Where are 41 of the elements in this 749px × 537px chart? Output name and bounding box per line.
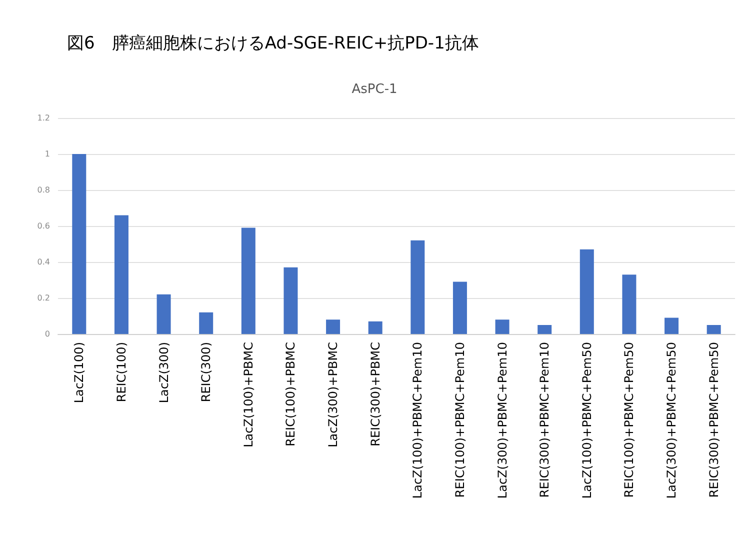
bar: [664, 318, 679, 334]
bar: [156, 294, 171, 334]
bar: [199, 312, 214, 334]
y-tick-label: 1.2: [37, 114, 50, 122]
x-tick-label: LacZ(300)+PBMC: [326, 342, 340, 448]
bar: [580, 249, 594, 334]
y-tick-label: 0.6: [37, 222, 50, 230]
x-tick-label: LacZ(100): [72, 342, 86, 404]
x-tick-label: REIC(100): [114, 342, 128, 402]
x-tick-label: REIC(300)+PBMC+Pem50: [706, 342, 721, 498]
bar: [452, 282, 467, 334]
x-tick-label: REIC(300): [199, 342, 214, 402]
y-tick-label: 0.4: [37, 258, 50, 266]
bar: [495, 320, 510, 334]
x-tick-label: LacZ(300): [156, 342, 171, 404]
y-tick-label: 0.2: [37, 294, 50, 302]
y-tick-label: 0: [44, 330, 50, 338]
x-tick-label: LacZ(100)+PBMC+Pem10: [410, 342, 425, 499]
bar: [326, 320, 340, 334]
bar: [241, 228, 256, 334]
bar: [72, 154, 86, 334]
x-tick-label: LacZ(300)+PBMC+Pem10: [495, 342, 510, 499]
bar: [284, 267, 298, 334]
bar: [622, 274, 636, 334]
x-tick-label: LacZ(100)+PBMC: [241, 342, 256, 448]
y-tick-label: 1: [44, 150, 50, 158]
x-tick-label: REIC(100)+PBMC+Pem10: [452, 342, 467, 498]
bar: [114, 215, 128, 334]
x-tick-label: REIC(300)+PBMC: [368, 342, 382, 446]
bar: [368, 321, 382, 334]
x-tick-label: REIC(100)+PBMC: [284, 342, 298, 446]
x-tick-label: REIC(300)+PBMC+Pem10: [538, 342, 552, 498]
x-tick-label: LacZ(100)+PBMC+Pem50: [580, 342, 594, 499]
bar: [538, 325, 552, 334]
x-tick-label: LacZ(300)+PBMC+Pem50: [664, 342, 679, 499]
chart-subtitle: AsPC-1: [352, 82, 398, 97]
bar: [410, 240, 425, 334]
x-tick-label: REIC(100)+PBMC+Pem50: [622, 342, 636, 498]
chart-title: 図6 膵癌細胞株におけるAd-SGE-REIC+抗PD-1抗体: [67, 34, 479, 54]
y-tick-label: 0.8: [37, 186, 50, 194]
bar: [706, 325, 721, 334]
